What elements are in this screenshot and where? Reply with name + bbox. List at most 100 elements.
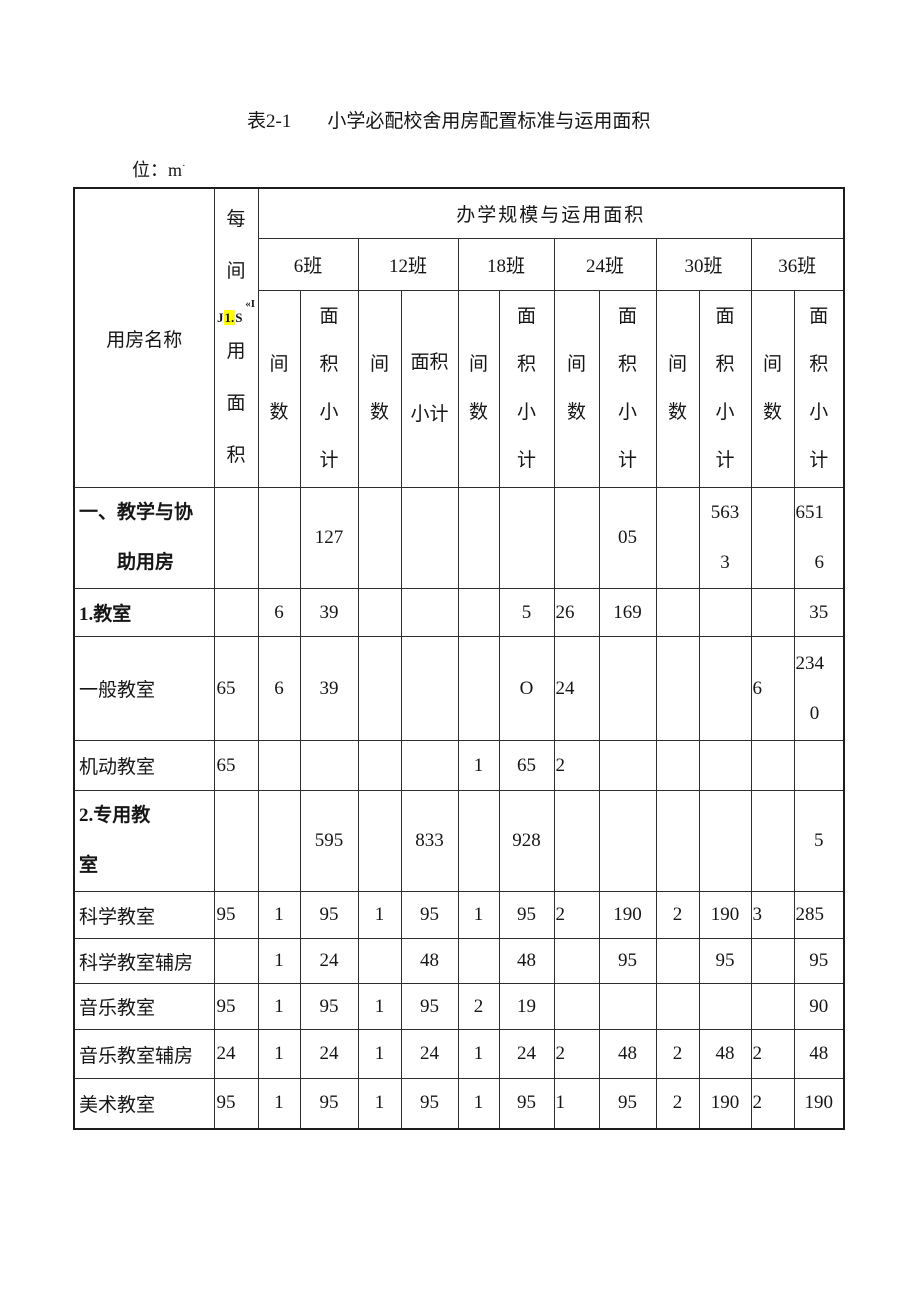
table-row: 科学教室 95 1 95 1 95 1 95 2 190 2 190 3 285	[73, 891, 845, 939]
table-row: 机动教室 65 1 65 2	[73, 740, 845, 791]
yellow-highlight: 1.	[223, 309, 236, 325]
value-cell	[400, 588, 459, 637]
value-cell: 2	[655, 891, 700, 939]
value-cell: 595	[299, 790, 359, 892]
value-cell	[457, 636, 500, 741]
value-cell	[655, 983, 700, 1030]
value-cell: 2	[553, 740, 600, 791]
value-cell: 19	[498, 983, 555, 1030]
value-cell	[598, 740, 657, 791]
value-cell	[655, 487, 700, 589]
table-body: 一、教学与协 助用房 127 05 563 3 651 6 1.教室 6 39 5 26 169 35…	[73, 487, 845, 1129]
value-cell: 2	[553, 1029, 600, 1079]
value-cell: 1	[357, 1029, 402, 1079]
value-cell: 95	[213, 891, 259, 939]
value-cell: 95	[299, 1078, 359, 1129]
value-cell	[750, 588, 795, 637]
value-cell: 1	[357, 983, 402, 1030]
value-cell: 6	[257, 588, 301, 637]
note-line2: J1.S	[217, 309, 243, 325]
header-area-subtotal-6: 面 积 小 计	[299, 290, 359, 488]
value-cell: 24	[553, 636, 600, 741]
value-cell	[213, 588, 259, 637]
header-room-name: 用房名称	[73, 187, 215, 488]
per-room-chars-top: 每 间	[226, 209, 246, 282]
value-cell: 24	[299, 1029, 359, 1079]
value-cell	[400, 740, 459, 791]
value-cell	[698, 636, 752, 741]
row-name-cell: 一、教学与协 助用房	[73, 487, 215, 589]
value-cell: 26	[553, 588, 600, 637]
value-cell: 48	[793, 1029, 845, 1079]
value-cell: 5	[793, 790, 845, 892]
value-cell	[655, 740, 700, 791]
value-cell	[400, 487, 459, 589]
value-cell	[213, 938, 259, 984]
table-number: 表2-1	[247, 111, 292, 132]
value-cell: 24	[299, 938, 359, 984]
value-cell	[655, 938, 700, 984]
header-class-30: 30班	[655, 237, 752, 292]
value-cell	[257, 487, 301, 589]
value-cell: 1	[257, 1078, 301, 1129]
header-rooms-count-6: 间 数	[257, 290, 301, 488]
value-cell	[357, 487, 402, 589]
table-row: 2.专用教 室 595 833 928 5	[73, 790, 845, 892]
value-cell: O	[498, 636, 555, 741]
value-cell	[750, 487, 795, 589]
value-cell: 833	[400, 790, 459, 892]
value-cell: 190	[698, 1078, 752, 1129]
value-cell	[299, 740, 359, 791]
value-cell: 48	[400, 938, 459, 984]
value-cell: 5	[498, 588, 555, 637]
value-cell	[553, 983, 600, 1030]
value-cell	[553, 938, 600, 984]
value-cell: 2	[750, 1078, 795, 1129]
value-cell: 3	[750, 891, 795, 939]
value-cell	[213, 487, 259, 589]
row-name-cell: 音乐教室	[73, 983, 215, 1030]
table-row: 音乐教室辅房 24 1 24 1 24 1 24 2 48 2 48 2 48	[73, 1029, 845, 1079]
value-cell: 39	[299, 588, 359, 637]
value-cell: 48	[598, 1029, 657, 1079]
value-cell: 1	[457, 891, 500, 939]
header-area-subtotal-12: 面积 小计	[400, 290, 459, 488]
table-title: 表2-1 小学必配校舍用房配置标准与运用面积	[247, 106, 650, 133]
value-cell	[457, 588, 500, 637]
value-cell: 48	[498, 938, 555, 984]
value-cell: 190	[598, 891, 657, 939]
value-cell	[750, 983, 795, 1030]
value-cell	[553, 790, 600, 892]
value-cell: 95	[213, 983, 259, 1030]
per-room-stack: 每 间 «I J1.S 用 面 积	[215, 189, 257, 487]
value-cell: 24	[213, 1029, 259, 1079]
value-cell	[655, 790, 700, 892]
table-row: 一、教学与协 助用房 127 05 563 3 651 6	[73, 487, 845, 589]
value-cell: 65	[213, 636, 259, 741]
value-cell: 6	[750, 636, 795, 741]
table-row: 音乐教室 95 1 95 1 95 2 19 90	[73, 983, 845, 1030]
value-cell: 95	[793, 938, 845, 984]
value-cell: 651 6	[793, 487, 845, 589]
value-cell: 39	[299, 636, 359, 741]
value-cell: 05	[598, 487, 657, 589]
header-class-18: 18班	[457, 237, 555, 292]
value-cell: 6	[257, 636, 301, 741]
table-row: 一般教室 65 6 39 O 24 6 234 0	[73, 636, 845, 741]
value-cell: 1	[257, 891, 301, 939]
value-cell: 95	[498, 1078, 555, 1129]
value-cell	[750, 790, 795, 892]
header-class-12: 12班	[357, 237, 459, 292]
header-rooms-count-30: 间 数	[655, 290, 700, 488]
value-cell: 35	[793, 588, 845, 637]
row-name-cell: 2.专用教 室	[73, 790, 215, 892]
value-cell	[457, 487, 500, 589]
value-cell	[750, 938, 795, 984]
value-cell: 95	[598, 1078, 657, 1129]
row-name-cell: 科学教室辅房	[73, 938, 215, 984]
table-row: 美术教室 95 1 95 1 95 1 95 1 95 2 190 2 190	[73, 1078, 845, 1129]
header-area-subtotal-30: 面 积 小 计	[698, 290, 752, 488]
table-row: 1.教室 6 39 5 26 169 35	[73, 588, 845, 637]
value-cell: 95	[400, 1078, 459, 1129]
header-rooms-count-24: 间 数	[553, 290, 600, 488]
